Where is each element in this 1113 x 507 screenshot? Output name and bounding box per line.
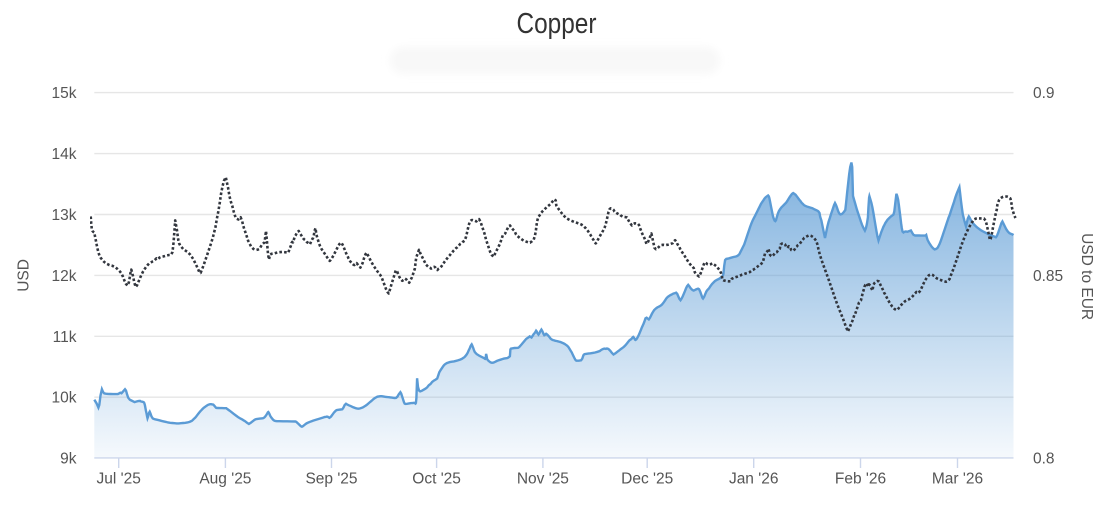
svg-text:Jul '25: Jul '25 xyxy=(97,471,141,488)
svg-text:Aug '25: Aug '25 xyxy=(199,471,251,488)
svg-text:0.9: 0.9 xyxy=(1033,85,1055,102)
svg-text:14k: 14k xyxy=(52,146,77,163)
svg-text:12k: 12k xyxy=(52,268,77,285)
svg-text:15k: 15k xyxy=(52,85,77,102)
svg-text:USD to EUR: USD to EUR xyxy=(1078,233,1095,320)
svg-text:Nov '25: Nov '25 xyxy=(517,471,569,488)
svg-text:Mar '26: Mar '26 xyxy=(932,471,983,488)
svg-text:0.85: 0.85 xyxy=(1033,268,1063,285)
svg-text:11k: 11k xyxy=(53,329,77,346)
svg-text:Feb '26: Feb '26 xyxy=(835,471,886,488)
svg-text:13k: 13k xyxy=(52,207,77,224)
svg-text:Oct '25: Oct '25 xyxy=(412,471,461,488)
svg-text:USD: USD xyxy=(16,259,33,292)
svg-text:9k: 9k xyxy=(60,451,77,468)
svg-text:Dec '25: Dec '25 xyxy=(621,471,673,488)
svg-text:Sep '25: Sep '25 xyxy=(305,471,357,488)
svg-text:0.8: 0.8 xyxy=(1033,451,1055,468)
svg-text:10k: 10k xyxy=(52,390,77,407)
svg-text:Copper: Copper xyxy=(517,8,597,40)
svg-text:Jan '26: Jan '26 xyxy=(729,471,779,488)
